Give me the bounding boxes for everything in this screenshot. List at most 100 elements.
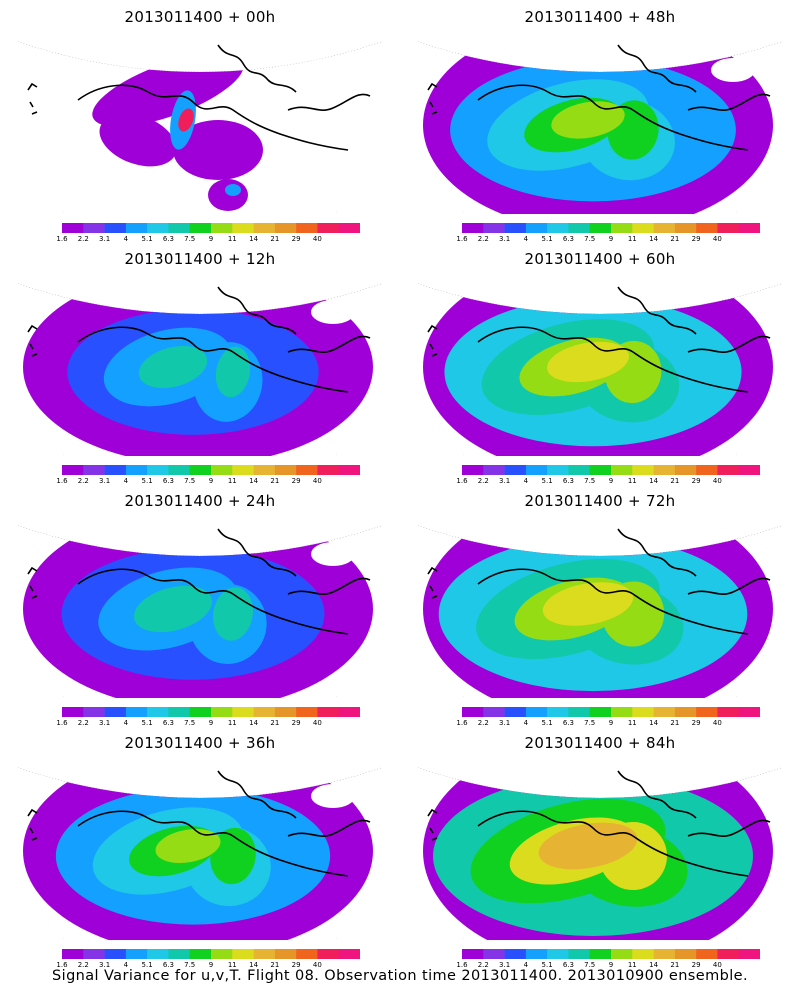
colorbar-tick-label: 21 xyxy=(670,961,680,969)
colorbar-tick-label: 29 xyxy=(691,477,701,485)
colorbar-swatch xyxy=(62,223,84,233)
colorbar-swatch xyxy=(589,949,612,959)
colorbar-swatch xyxy=(504,707,527,717)
colorbar-tick-label: 14 xyxy=(649,235,659,243)
colorbar-tick-label: 9 xyxy=(208,719,214,727)
colorbar xyxy=(62,707,360,717)
colorbar-swatch xyxy=(696,707,718,717)
colorbar-swatch xyxy=(611,949,633,959)
colorbar-swatch xyxy=(83,223,105,233)
colorbar-tick-label: 40 xyxy=(312,961,322,969)
colorbar-tick-label: 14 xyxy=(649,477,659,485)
colorbar-labels: 1.6 2.2 3.1 4 5.1 6.3 7.5 9 11 14 21 29 40 xyxy=(56,477,360,487)
colorbar-tick-label: 4 xyxy=(123,235,129,243)
colorbar-swatch xyxy=(611,707,633,717)
colorbar-swatch xyxy=(717,707,740,717)
colorbar-tick-label: 11 xyxy=(627,477,637,485)
colorbar-swatch xyxy=(125,707,148,717)
colorbar-tick-label: 2.2 xyxy=(477,719,489,727)
colorbar-swatch xyxy=(525,465,548,475)
colorbar-tick-label: 40 xyxy=(312,477,322,485)
forecast-panel: 2013011400 + 60h 1.6 2.2 3.1 4 5.1 6.3 7.5 9 11 14… xyxy=(400,242,800,485)
colorbar-tick-label: 5.1 xyxy=(541,719,553,727)
colorbar-swatch xyxy=(483,223,505,233)
colorbar-tick-label: 7.5 xyxy=(584,235,596,243)
colorbar-tick-label: 2.2 xyxy=(477,477,489,485)
colorbar-swatch xyxy=(568,949,591,959)
colorbar-tick-label: 4 xyxy=(123,719,129,727)
colorbar-swatch xyxy=(296,949,318,959)
colorbar-tick-label: 29 xyxy=(291,961,301,969)
colorbar-tick-label: 29 xyxy=(691,961,701,969)
colorbar-tick-label: 3.1 xyxy=(99,235,111,243)
colorbar-swatch xyxy=(296,707,318,717)
colorbar-tick-label: 1.6 xyxy=(56,719,68,727)
colorbar-tick-label: 11 xyxy=(227,961,237,969)
colorbar-tick-label: 3.1 xyxy=(499,477,511,485)
colorbar-swatch xyxy=(462,949,484,959)
colorbar-tick-label: 5.1 xyxy=(541,235,553,243)
colorbar-tick-label: 4 xyxy=(523,235,529,243)
forecast-panel: 2013011400 + 48h 1.6 2.2 3.1 4 5.1 6.3 7.5 9 11 14… xyxy=(400,0,800,243)
forecast-panel: 2013011400 + 72h 1.6 2.2 3.1 4 5.1 6.3 7.5 9 11 14… xyxy=(400,484,800,727)
colorbar-swatch xyxy=(62,465,84,475)
variance-map xyxy=(418,515,782,698)
colorbar xyxy=(62,465,360,475)
panel-title: 2013011400 + 60h xyxy=(524,250,676,268)
colorbar-swatch xyxy=(462,223,484,233)
colorbar-tick-label: 21 xyxy=(270,961,280,969)
colorbar-tick-label: 14 xyxy=(649,719,659,727)
colorbar-swatch xyxy=(189,949,212,959)
colorbar-swatch xyxy=(504,223,527,233)
colorbar-tick-label: 11 xyxy=(627,961,637,969)
variance-map xyxy=(18,31,382,214)
colorbar-tick-label: 11 xyxy=(627,719,637,727)
colorbar-tick-label: 2.2 xyxy=(477,961,489,969)
colorbar-swatch xyxy=(632,223,654,233)
colorbar-tick-label: 21 xyxy=(670,719,680,727)
colorbar-tick-label: 40 xyxy=(312,235,322,243)
colorbar-swatch xyxy=(738,465,760,475)
colorbar-swatch xyxy=(696,223,718,233)
colorbar xyxy=(62,223,360,233)
colorbar-swatch xyxy=(317,707,340,717)
colorbar-tick-label: 7.5 xyxy=(584,477,596,485)
colorbar-tick-label: 1.6 xyxy=(456,235,468,243)
colorbar-tick-label: 40 xyxy=(712,235,722,243)
colorbar-swatch xyxy=(147,707,169,717)
colorbar-swatch xyxy=(232,465,254,475)
colorbar-tick-label: 7.5 xyxy=(184,961,196,969)
colorbar-tick-label: 5.1 xyxy=(141,961,153,969)
figure-caption: Signal Variance for u,v,T. Flight 08. Ob… xyxy=(52,968,748,984)
colorbar-swatch xyxy=(274,949,297,959)
forecast-panel: 2013011400 + 12h 1.6 2.2 3.1 4 5.1 6.3 7.5 9 11 14… xyxy=(0,242,400,487)
forecast-panel: 2013011400 + 36h 1.6 2.2 3.1 4 5.1 6.3 7.5 9 11 14… xyxy=(0,726,400,969)
colorbar-swatch xyxy=(296,223,318,233)
colorbar-swatch xyxy=(147,949,169,959)
colorbar-tick-label: 14 xyxy=(249,961,259,969)
colorbar-tick-label: 4 xyxy=(123,477,129,485)
colorbar-tick-label: 6.3 xyxy=(162,477,174,485)
colorbar-swatch xyxy=(525,223,548,233)
colorbar-swatch xyxy=(738,707,760,717)
colorbar-tick-label: 29 xyxy=(691,235,701,243)
colorbar-swatch xyxy=(62,707,84,717)
colorbar-tick-label: 9 xyxy=(608,477,614,485)
variance-map xyxy=(18,273,382,456)
colorbar-swatch xyxy=(589,707,612,717)
colorbar-tick-label: 6.3 xyxy=(162,961,174,969)
colorbar-tick-label: 6.3 xyxy=(562,961,574,969)
variance-map xyxy=(418,31,782,214)
panel-title: 2013011400 + 24h xyxy=(124,492,276,510)
colorbar-tick-label: 9 xyxy=(608,235,614,243)
panel-title: 2013011400 + 12h xyxy=(124,250,276,268)
variance-map xyxy=(18,515,382,698)
colorbar-swatch xyxy=(253,223,276,233)
colorbar-tick-label: 11 xyxy=(227,235,237,243)
colorbar-swatch xyxy=(125,949,148,959)
colorbar-swatch xyxy=(211,949,233,959)
colorbar-tick-label: 5.1 xyxy=(541,477,553,485)
colorbar-swatch xyxy=(211,223,233,233)
colorbar-tick-label: 40 xyxy=(712,719,722,727)
colorbar-swatch xyxy=(274,465,297,475)
